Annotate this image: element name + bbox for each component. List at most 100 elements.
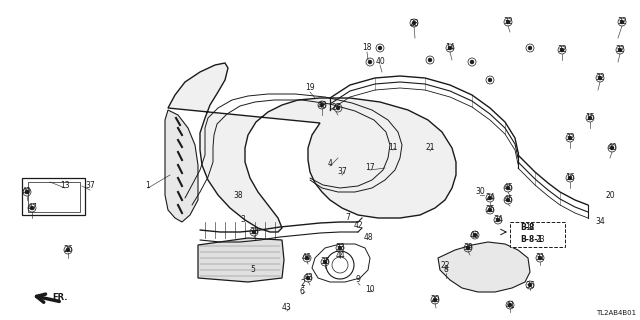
Circle shape (488, 208, 492, 212)
Text: 42: 42 (353, 220, 363, 229)
Circle shape (412, 21, 416, 25)
Text: 21: 21 (425, 143, 435, 153)
Text: 13: 13 (60, 180, 70, 189)
Circle shape (473, 233, 477, 237)
Text: 32: 32 (503, 18, 513, 27)
Circle shape (538, 256, 542, 260)
Text: B-8: B-8 (520, 223, 534, 233)
Circle shape (528, 46, 532, 50)
Text: 34: 34 (493, 215, 503, 225)
Text: 43: 43 (303, 274, 313, 283)
Text: 32: 32 (617, 18, 627, 27)
Text: 28: 28 (409, 19, 419, 28)
Text: 40: 40 (375, 58, 385, 67)
Circle shape (428, 58, 432, 62)
Text: 1: 1 (146, 180, 150, 189)
Text: 32: 32 (595, 74, 605, 83)
Circle shape (306, 276, 310, 280)
Circle shape (470, 60, 474, 64)
Circle shape (25, 190, 29, 194)
Circle shape (305, 256, 309, 260)
Circle shape (488, 196, 492, 200)
Text: B-8-1: B-8-1 (520, 236, 543, 244)
Circle shape (338, 246, 342, 250)
Circle shape (30, 206, 34, 210)
Text: 43: 43 (282, 303, 292, 313)
Text: 36: 36 (525, 281, 535, 290)
Text: 30: 30 (475, 188, 485, 196)
Text: 5: 5 (251, 265, 255, 274)
Text: 43: 43 (470, 230, 480, 239)
Polygon shape (165, 110, 198, 222)
Circle shape (252, 230, 256, 234)
Circle shape (323, 260, 327, 264)
Polygon shape (438, 242, 530, 292)
Text: 17: 17 (365, 164, 375, 172)
Text: 12: 12 (525, 223, 535, 233)
Circle shape (506, 20, 510, 24)
Text: 4: 4 (328, 158, 332, 167)
Text: 8: 8 (444, 266, 449, 275)
Text: 3: 3 (241, 215, 245, 225)
Circle shape (378, 46, 382, 50)
Polygon shape (198, 238, 284, 282)
Circle shape (538, 238, 542, 242)
Text: 47: 47 (27, 204, 37, 212)
Circle shape (506, 186, 510, 190)
Circle shape (496, 218, 500, 222)
Text: 33: 33 (335, 244, 345, 252)
Text: 22: 22 (440, 260, 450, 269)
Text: 27: 27 (331, 103, 341, 113)
Text: 43: 43 (317, 100, 327, 109)
Circle shape (336, 106, 340, 110)
Text: 10: 10 (365, 285, 375, 294)
Circle shape (488, 78, 492, 82)
Text: 48: 48 (363, 234, 373, 243)
Text: 44: 44 (335, 251, 345, 260)
Circle shape (568, 136, 572, 140)
Circle shape (368, 60, 372, 64)
Text: 37: 37 (85, 180, 95, 189)
Text: 38: 38 (233, 190, 243, 199)
Text: 39: 39 (463, 244, 473, 252)
Text: 29: 29 (430, 295, 440, 305)
Text: 26: 26 (63, 245, 73, 254)
Circle shape (506, 198, 510, 202)
Text: 35: 35 (320, 258, 330, 267)
Text: 25: 25 (485, 205, 495, 214)
Circle shape (560, 48, 564, 52)
Text: 41: 41 (505, 300, 515, 309)
Text: 11: 11 (388, 142, 397, 151)
Text: 49: 49 (22, 188, 32, 196)
Circle shape (620, 20, 624, 24)
Text: 14: 14 (445, 44, 455, 52)
Circle shape (528, 283, 532, 287)
Text: 6: 6 (300, 287, 305, 297)
Text: 7: 7 (346, 213, 351, 222)
Text: 19: 19 (305, 84, 315, 92)
Text: 37: 37 (337, 167, 347, 177)
Circle shape (433, 298, 437, 302)
Text: 32: 32 (557, 45, 567, 54)
Text: 20: 20 (605, 190, 615, 199)
Circle shape (448, 46, 452, 50)
Text: 33: 33 (249, 228, 259, 236)
Circle shape (588, 116, 592, 120)
Circle shape (508, 303, 512, 307)
Text: 24: 24 (485, 194, 495, 203)
Text: 32: 32 (615, 45, 625, 54)
Text: 40: 40 (607, 143, 617, 153)
Polygon shape (168, 63, 456, 232)
Text: FR.: FR. (52, 293, 68, 302)
Circle shape (568, 176, 572, 180)
Circle shape (598, 76, 602, 80)
Text: 2: 2 (301, 278, 305, 287)
Text: 9: 9 (356, 276, 360, 284)
Text: 16: 16 (565, 173, 575, 182)
Circle shape (466, 246, 470, 250)
Circle shape (66, 248, 70, 252)
Text: 32: 32 (565, 133, 575, 142)
Bar (510, 222, 565, 247)
Text: 46: 46 (302, 253, 312, 262)
Circle shape (320, 103, 324, 107)
